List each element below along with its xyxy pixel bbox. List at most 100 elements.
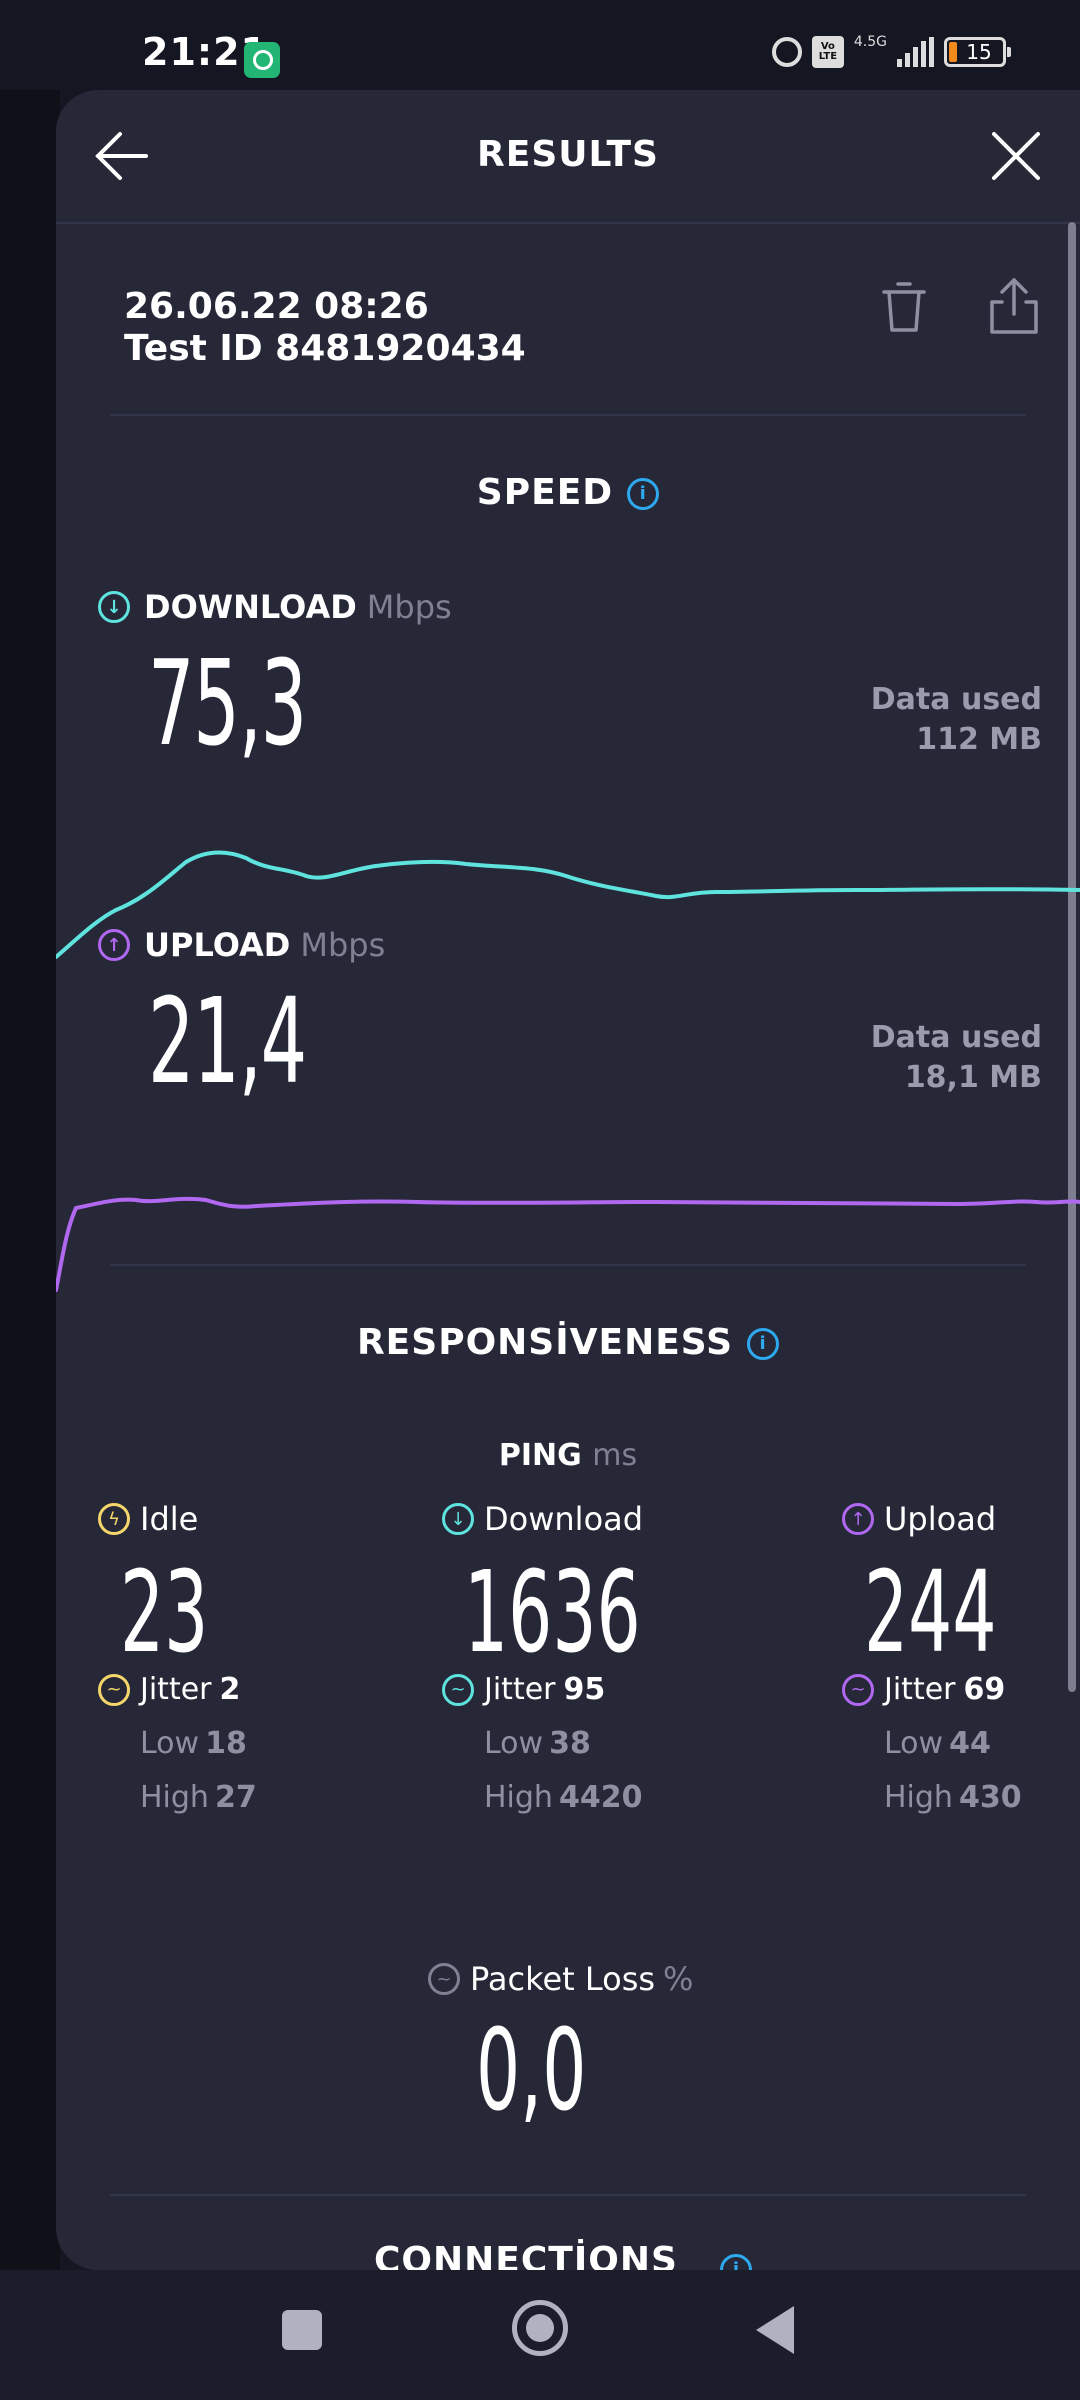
- high-value: 27: [214, 1780, 257, 1815]
- system-back-button[interactable]: [756, 2306, 794, 2354]
- ping-upload-label: Upload: [884, 1500, 997, 1538]
- ping-idle-low: Low 18: [140, 1726, 247, 1761]
- speed-info-icon[interactable]: i: [627, 478, 660, 510]
- ping-upload-jitter: ~ Jitter 69: [842, 1672, 1005, 1707]
- ping-idle: ϟ Idle 23 ~ Jitter 2 Low 18 High 27: [98, 1500, 257, 1815]
- divider: [110, 2194, 1026, 2196]
- jitter-value: 2: [219, 1672, 241, 1707]
- ping-unit: ms: [592, 1438, 638, 1473]
- upload-arrow-icon: ↑: [98, 929, 130, 961]
- connections-section-title: CONNECTİONS: [374, 2240, 678, 2270]
- ping-label: PING: [498, 1438, 582, 1473]
- ping-idle-title: ϟ Idle: [98, 1500, 198, 1538]
- divider: [110, 414, 1026, 416]
- jitter-label: Jitter: [884, 1672, 956, 1707]
- download-arrow-icon: ↓: [98, 591, 130, 623]
- high-value: 4420: [558, 1780, 643, 1815]
- download-data-used-value: 112 MB: [916, 722, 1042, 757]
- signal-icon: [897, 37, 934, 67]
- ping-upload-high: High 430: [884, 1780, 1022, 1815]
- jitter-wave-icon: ~: [442, 1673, 474, 1706]
- ping-idle-jitter: ~ Jitter 2: [98, 1672, 240, 1707]
- background-app-edge: [0, 90, 60, 2270]
- low-label: Low: [884, 1726, 944, 1761]
- upload-label: ↑ UPLOAD Mbps: [98, 926, 385, 964]
- download-speed-value: 75,3: [148, 634, 307, 772]
- battery-icon: 15: [944, 37, 1011, 67]
- high-value: 430: [958, 1780, 1022, 1815]
- ping-upload-low: Low 44: [884, 1726, 991, 1761]
- responsiveness-section-title: RESPONSİVENESS i: [56, 1322, 1080, 1363]
- jitter-value: 69: [963, 1672, 1006, 1707]
- share-icon: [990, 278, 1038, 334]
- low-value: 38: [549, 1726, 591, 1761]
- jitter-value: 95: [563, 1672, 606, 1707]
- test-id: Test ID 8481920434: [124, 328, 526, 369]
- upload-label-text: UPLOAD: [144, 926, 291, 964]
- packet-loss-text: Packet Loss: [470, 1960, 656, 1998]
- volte-icon: Vo LTE: [811, 36, 844, 68]
- upload-arrow-icon: ↑: [842, 1503, 874, 1535]
- download-unit: Mbps: [366, 588, 452, 626]
- download-label-text: DOWNLOAD: [144, 588, 357, 626]
- ping-upload: ↑ Upload 244 ~ Jitter 69 Low 44 High 430: [842, 1500, 1022, 1815]
- low-value: 44: [949, 1726, 991, 1761]
- ping-header: PING ms: [56, 1438, 1080, 1473]
- delete-button[interactable]: [876, 280, 932, 336]
- upload-data-used-label: Data used: [870, 1020, 1042, 1055]
- alarm-icon: [771, 37, 802, 67]
- test-meta: 26.06.22 08:26 Test ID 8481920434: [124, 286, 526, 370]
- ping-upload-title: ↑ Upload: [842, 1500, 996, 1538]
- connections-info-icon[interactable]: i: [720, 2254, 752, 2270]
- ping-download-label: Download: [484, 1500, 644, 1538]
- ping-upload-value: 244: [864, 1548, 997, 1678]
- low-label: Low: [140, 1726, 200, 1761]
- upload-unit: Mbps: [300, 926, 386, 964]
- jitter-label: Jitter: [484, 1672, 556, 1707]
- scrollbar[interactable]: [1068, 222, 1076, 1692]
- ping-download-high: High 4420: [484, 1780, 642, 1815]
- test-datetime: 26.06.22 08:26: [124, 286, 429, 327]
- recent-apps-button[interactable]: [282, 2310, 322, 2350]
- home-button[interactable]: [512, 2300, 568, 2356]
- jitter-wave-icon: ~: [98, 1673, 130, 1706]
- download-data-used-label: Data used: [870, 682, 1042, 717]
- network-type-label: 4.5G: [853, 34, 887, 50]
- responsiveness-info-icon[interactable]: i: [747, 1328, 780, 1360]
- low-label: Low: [484, 1726, 544, 1761]
- trash-icon: [882, 282, 926, 332]
- ping-idle-label: Idle: [140, 1500, 199, 1538]
- high-label: High: [140, 1780, 209, 1815]
- jitter-label: Jitter: [140, 1672, 212, 1707]
- upload-speed-line: [56, 1196, 1080, 1292]
- status-icons: Vo LTE 4.5G 15: [771, 34, 1011, 68]
- download-speed-line: [56, 850, 1080, 959]
- packet-loss-value: 0,0: [476, 2006, 587, 2136]
- upload-data-used: Data used 18,1 MB: [871, 1018, 1042, 1098]
- download-speed-graph: [56, 850, 1080, 959]
- download-arrow-icon: ↓: [442, 1503, 474, 1535]
- ping-download-low: Low 38: [484, 1726, 591, 1761]
- speed-title-text: SPEED: [476, 472, 614, 513]
- results-header: RESULTS: [56, 90, 1080, 224]
- packet-loss-label: ~ Packet Loss %: [428, 1960, 693, 1998]
- ping-download-jitter: ~ Jitter 95: [442, 1672, 605, 1707]
- share-button[interactable]: [986, 276, 1042, 336]
- system-navigation-bar: [0, 2270, 1080, 2400]
- upload-speed-graph: [56, 1196, 1080, 1292]
- ping-download: ↓ Download 1636 ~ Jitter 95 Low 38 High 44…: [442, 1500, 643, 1815]
- high-label: High: [884, 1780, 953, 1815]
- battery-level: 15: [966, 40, 992, 64]
- ping-download-title: ↓ Download: [442, 1500, 643, 1538]
- back-button[interactable]: [92, 126, 152, 186]
- results-sheet: RESULTS 26.06.22 08:26 Test ID 848192043…: [56, 90, 1080, 2270]
- packet-loss-icon: ~: [428, 1963, 460, 1995]
- divider: [110, 1264, 1026, 1266]
- download-data-used: Data used 112 MB: [871, 680, 1042, 760]
- speed-section-title: SPEED i: [56, 472, 1080, 513]
- jitter-wave-icon: ~: [842, 1673, 874, 1706]
- arrow-left-icon: [95, 132, 148, 180]
- responsiveness-title-text: RESPONSİVENESS: [356, 1322, 734, 1363]
- close-button[interactable]: [986, 126, 1046, 186]
- ping-idle-high: High 27: [140, 1780, 257, 1815]
